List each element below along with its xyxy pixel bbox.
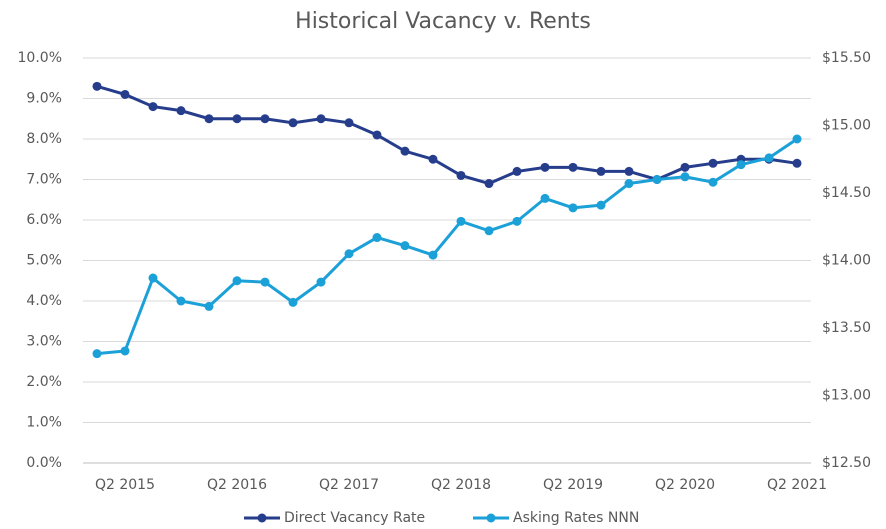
y2-tick-label: $13.00	[822, 388, 871, 404]
data-point	[176, 296, 186, 306]
data-point	[260, 277, 270, 287]
data-point	[232, 114, 242, 124]
y-tick-label: 6.0%	[26, 212, 62, 228]
y-tick-label: 5.0%	[26, 253, 62, 269]
data-point	[568, 162, 578, 172]
data-point	[792, 158, 802, 168]
x-tick-label: Q2 2018	[431, 477, 491, 493]
data-point	[512, 166, 522, 176]
y2-tick-label: $13.50	[822, 320, 871, 336]
data-point	[596, 166, 606, 176]
data-point	[484, 226, 494, 236]
data-point	[372, 233, 382, 243]
y-tick-label: 4.0%	[26, 293, 62, 309]
data-point	[344, 249, 354, 259]
data-point	[624, 179, 634, 189]
y-tick-label: 0.0%	[26, 455, 62, 471]
data-point	[204, 114, 214, 124]
data-point	[736, 160, 746, 170]
y2-tick-label: $15.50	[822, 50, 871, 66]
y2-tick-label: $15.00	[822, 118, 871, 134]
data-point	[148, 273, 158, 283]
data-point	[316, 277, 326, 287]
data-point	[456, 170, 466, 180]
data-point	[624, 166, 634, 176]
data-point	[260, 114, 270, 124]
y-tick-label: 1.0%	[26, 415, 62, 431]
y2-tick-label: $12.50	[822, 455, 871, 471]
data-point	[792, 134, 802, 144]
data-point	[708, 158, 718, 168]
legend-marker	[257, 513, 267, 523]
data-point	[204, 301, 214, 311]
data-point	[512, 216, 522, 226]
data-point	[568, 203, 578, 213]
y-tick-label: 3.0%	[26, 334, 62, 350]
data-point	[372, 130, 382, 140]
data-point	[596, 200, 606, 210]
series-line	[96, 84, 798, 186]
data-point	[764, 153, 774, 163]
y-tick-label: 8.0%	[26, 131, 62, 147]
data-point	[148, 102, 158, 112]
data-point	[120, 89, 130, 99]
data-point	[428, 250, 438, 260]
legend-label: Direct Vacancy Rate	[284, 510, 425, 526]
data-point	[288, 118, 298, 128]
data-point	[120, 346, 130, 356]
y-tick-label: 10.0%	[18, 50, 62, 66]
data-point	[680, 162, 690, 172]
data-point	[316, 114, 326, 124]
data-point	[176, 106, 186, 116]
data-point	[92, 81, 102, 91]
x-tick-label: Q2 2017	[319, 477, 379, 493]
y2-tick-label: $14.50	[822, 185, 871, 201]
y2-tick-label: $14.00	[822, 253, 871, 269]
data-point	[232, 276, 242, 286]
y-tick-label: 7.0%	[26, 172, 62, 188]
chart-title: Historical Vacancy v. Rents	[295, 9, 591, 34]
x-tick-label: Q2 2021	[767, 477, 827, 493]
data-point	[400, 146, 410, 156]
data-point	[344, 118, 354, 128]
legend-marker	[486, 513, 496, 523]
data-point	[540, 162, 550, 172]
data-point	[708, 177, 718, 187]
x-tick-label: Q2 2016	[207, 477, 267, 493]
y-tick-label: 9.0%	[26, 91, 62, 107]
data-point	[92, 349, 102, 359]
data-point	[288, 297, 298, 307]
y-tick-label: 2.0%	[26, 374, 62, 390]
legend-label: Asking Rates NNN	[513, 510, 639, 526]
data-point	[484, 179, 494, 189]
data-point	[400, 241, 410, 251]
x-tick-label: Q2 2020	[655, 477, 715, 493]
x-tick-label: Q2 2015	[95, 477, 155, 493]
series-line	[96, 137, 798, 356]
data-point	[652, 175, 662, 184]
data-point	[456, 216, 466, 226]
data-point	[428, 154, 438, 164]
data-point	[540, 193, 550, 203]
x-tick-label: Q2 2019	[543, 477, 603, 493]
data-point	[680, 172, 690, 182]
